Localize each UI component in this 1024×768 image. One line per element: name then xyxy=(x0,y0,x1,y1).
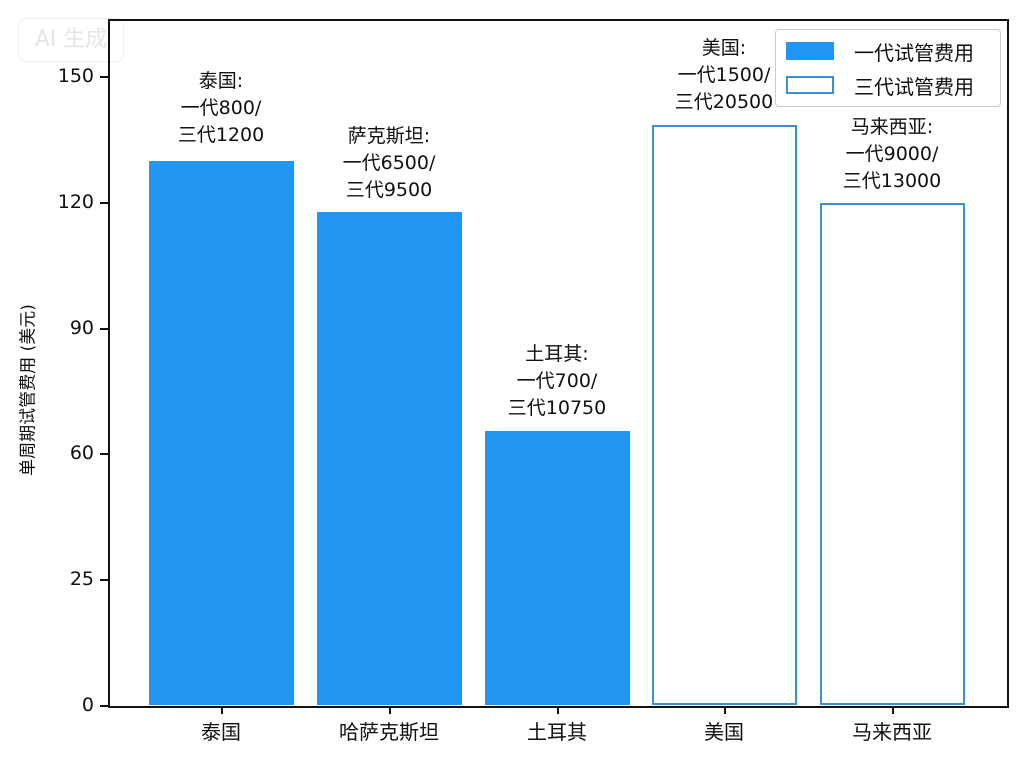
y-tick-mark xyxy=(100,579,108,581)
y-tick-label: 25 xyxy=(69,568,94,590)
filled-swatch-icon xyxy=(786,42,834,60)
x-tick-mark xyxy=(724,706,726,714)
annotation-malaysia: 马来西亚: 一代9000/ 三代13000 xyxy=(842,116,942,192)
y-tick-mark xyxy=(100,705,108,707)
x-tick-mark xyxy=(557,706,559,714)
y-tick-mark xyxy=(100,328,108,330)
y-tick-label: 0 xyxy=(81,694,94,716)
ai-generated-watermark: AI 生成 xyxy=(18,18,124,62)
annotation-usa: 美国: 一代1500/ 三代20500 xyxy=(674,37,774,113)
legend-item-gen1: 一代试管费用 xyxy=(786,38,974,65)
x-tick-label: 土耳其 xyxy=(527,720,587,744)
legend-label: 三代试管费用 xyxy=(854,74,974,99)
annotation-turkey: 土耳其: 一代700/ 三代10750 xyxy=(507,343,607,419)
y-tick-mark xyxy=(100,76,108,78)
y-tick-label: 150 xyxy=(57,65,94,87)
y-tick-mark xyxy=(100,453,108,455)
x-tick-mark xyxy=(389,706,391,714)
y-axis-title: 单周期试管费用 (美元) xyxy=(18,304,39,476)
chart-legend: 一代试管费用 三代试管费用 xyxy=(775,29,1001,107)
y-tick-label: 90 xyxy=(69,317,94,339)
outline-swatch-icon xyxy=(786,76,834,94)
y-tick-label: 120 xyxy=(57,191,94,213)
plot-area xyxy=(108,19,1009,708)
x-tick-label: 哈萨克斯坦 xyxy=(339,720,439,744)
bar-turkey-gen1 xyxy=(485,431,630,705)
x-tick-mark xyxy=(892,706,894,714)
legend-label: 一代试管费用 xyxy=(854,40,974,65)
bar-thailand-gen1 xyxy=(149,161,294,705)
x-tick-label: 马来西亚 xyxy=(852,720,932,744)
x-tick-mark xyxy=(221,706,223,714)
x-tick-label: 美国 xyxy=(704,720,744,744)
bar-malaysia-gen3 xyxy=(820,203,965,705)
bar-kazakhstan-gen1 xyxy=(317,212,462,705)
x-tick-label: 泰国 xyxy=(201,720,241,744)
legend-item-gen3: 三代试管费用 xyxy=(786,72,974,99)
y-tick-label: 60 xyxy=(69,442,94,464)
annotation-kazakhstan: 萨克斯坦: 一代6500/ 三代9500 xyxy=(342,125,436,201)
bar-usa-gen3 xyxy=(652,125,797,705)
y-tick-mark xyxy=(100,202,108,204)
annotation-thailand: 泰国: 一代800/ 三代1200 xyxy=(177,70,265,146)
